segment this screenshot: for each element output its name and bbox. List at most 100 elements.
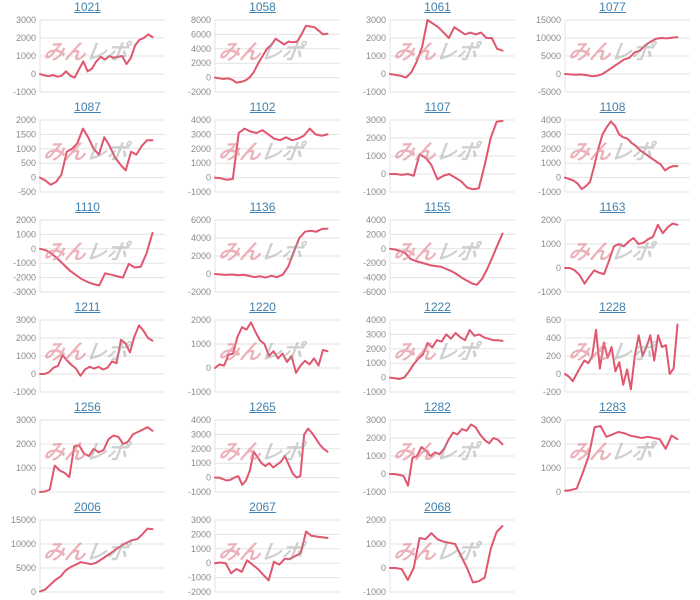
y-axis-tick-label: -1000 — [363, 387, 386, 397]
y-axis-tick-label: 0 — [206, 363, 211, 373]
y-axis-tick-label: 2000 — [366, 33, 386, 43]
chart-title-link-1163[interactable]: 1163 — [599, 200, 626, 214]
data-line — [564, 222, 679, 285]
chart-title-link-1220[interactable]: 1220 — [249, 300, 276, 314]
line-chart-1265: 4000 3000 2000 1000 0 -1000 — [188, 415, 340, 497]
chart-plot-1283: 3000 2000 1000 0 みんレポ — [527, 414, 698, 498]
data-line — [389, 525, 504, 584]
y-axis-tick-label: -1000 — [363, 87, 386, 97]
y-axis-tick-label: 1000 — [191, 544, 211, 554]
chart-title-link-1136[interactable]: 1136 — [249, 200, 276, 214]
chart-title-link-2006[interactable]: 2006 — [74, 500, 101, 514]
y-axis-tick-label: 4000 — [366, 315, 386, 325]
y-axis-tick-label: 2000 — [16, 115, 36, 125]
y-axis-tick-label: 1000 — [16, 51, 36, 61]
chart-cell-1283: 1283 3000 2000 1000 0 みんレポ — [525, 400, 700, 500]
y-axis-tick-label: -2000 — [188, 287, 211, 297]
chart-title-link-1155[interactable]: 1155 — [424, 200, 451, 214]
line-chart-1283: 3000 2000 1000 0 — [541, 415, 690, 497]
y-axis-tick-label: 2000 — [191, 251, 211, 261]
y-axis-tick-label: 2000 — [191, 58, 211, 68]
chart-title-link-2068[interactable]: 2068 — [424, 500, 451, 514]
chart-title-link-1211[interactable]: 1211 — [74, 300, 101, 314]
data-line — [389, 232, 504, 286]
y-axis-tick-label: 1500 — [16, 129, 36, 139]
data-line — [389, 329, 504, 380]
chart-plot-1110: 2000 1000 0 -1000 -2000 -3000 みんレポ — [2, 214, 173, 298]
data-line — [214, 24, 329, 84]
y-axis-tick-label: 1000 — [16, 351, 36, 361]
chart-title-link-1102[interactable]: 1102 — [249, 100, 276, 114]
chart-title-link-1256[interactable]: 1256 — [74, 400, 101, 414]
y-axis-tick-label: 2000 — [16, 439, 36, 449]
y-axis-tick-label: 400 — [546, 333, 561, 343]
y-axis-tick-label: 1000 — [366, 451, 386, 461]
y-axis-tick-label: -5000 — [538, 87, 561, 97]
y-axis-tick-label: -1000 — [538, 287, 561, 297]
y-axis-tick-label: 0 — [556, 487, 561, 497]
y-axis-tick-label: 2000 — [191, 529, 211, 539]
y-axis-tick-label: 4000 — [541, 115, 561, 125]
y-axis-tick-label: 600 — [546, 315, 561, 325]
y-axis-tick-label: 4000 — [191, 115, 211, 125]
chart-title-link-1282[interactable]: 1282 — [424, 400, 451, 414]
data-line — [214, 321, 329, 374]
chart-title-link-1108[interactable]: 1108 — [599, 100, 626, 114]
chart-title-link-1077[interactable]: 1077 — [599, 0, 626, 14]
chart-cell-1021: 1021 3000 2000 1000 0 -1000 みんレポ — [0, 0, 175, 100]
line-chart-2067: 3000 2000 1000 0 -1000 -2000 — [188, 515, 340, 597]
chart-title-link-1087[interactable]: 1087 — [74, 100, 101, 114]
y-axis-tick-label: -1000 — [363, 487, 386, 497]
y-axis-tick-label: 3000 — [541, 129, 561, 139]
data-line — [389, 19, 504, 79]
y-axis-tick-label: 3000 — [191, 429, 211, 439]
data-line — [39, 324, 154, 377]
y-axis-tick-label: 1000 — [16, 144, 36, 154]
y-axis-tick-label: 15000 — [536, 15, 561, 25]
chart-title-link-1265[interactable]: 1265 — [249, 400, 276, 414]
y-axis-tick-label: -1000 — [188, 487, 211, 497]
chart-title-link-1283[interactable]: 1283 — [599, 400, 626, 414]
chart-cell-1136: 1136 6000 4000 2000 0 -2000 みんレポ — [175, 200, 350, 300]
chart-title-link-2067[interactable]: 2067 — [249, 500, 276, 514]
y-axis-tick-label: 0 — [206, 173, 211, 183]
y-axis-tick-label: 0 — [206, 269, 211, 279]
y-axis-tick-label: -1000 — [363, 587, 386, 597]
chart-plot-1211: 3000 2000 1000 0 -1000 みんレポ — [2, 314, 173, 398]
chart-plot-1102: 4000 3000 2000 1000 0 -1000 みんレポ — [177, 114, 348, 198]
chart-plot-1228: 600 400 200 0 -200 みんレポ — [527, 314, 698, 398]
y-axis-tick-label: -200 — [543, 387, 561, 397]
chart-plot-1107: 3000 2000 1000 0 -1000 みんレポ — [352, 114, 523, 198]
y-axis-tick-label: 3000 — [191, 129, 211, 139]
y-axis-tick-label: 0 — [31, 173, 36, 183]
chart-title-link-1110[interactable]: 1110 — [75, 200, 100, 214]
y-axis-tick-label: 2000 — [16, 333, 36, 343]
line-chart-1282: 3000 2000 1000 0 -1000 — [363, 415, 515, 497]
chart-plot-1282: 3000 2000 1000 0 -1000 みんレポ — [352, 414, 523, 498]
chart-cell-1108: 1108 4000 3000 2000 1000 0 -1000 みんレポ — [525, 100, 700, 200]
chart-title-link-1061[interactable]: 1061 — [424, 0, 451, 14]
y-axis-tick-label: 0 — [206, 558, 211, 568]
y-axis-tick-label: -1000 — [188, 387, 211, 397]
chart-cell-1058: 1058 8000 6000 4000 2000 0 -2000 みんレポ — [175, 0, 350, 100]
chart-plot-1163: 2000 1000 0 -1000 みんレポ — [527, 214, 698, 298]
y-axis-tick-label: 1000 — [366, 539, 386, 549]
data-line — [564, 425, 679, 492]
y-axis-tick-label: 0 — [381, 563, 386, 573]
chart-title-link-1058[interactable]: 1058 — [249, 0, 276, 14]
chart-title-link-1021[interactable]: 1021 — [74, 0, 101, 14]
y-axis-tick-label: 1000 — [16, 229, 36, 239]
y-axis-tick-label: -1000 — [13, 87, 36, 97]
chart-cell-1163: 1163 2000 1000 0 -1000 みんレポ — [525, 200, 700, 300]
y-axis-tick-label: -2000 — [13, 273, 36, 283]
chart-cell-2006: 2006 15000 10000 5000 0 みんレポ — [0, 500, 175, 600]
y-axis-tick-label: -1000 — [188, 187, 211, 197]
data-line — [214, 530, 329, 582]
chart-title-link-1107[interactable]: 1107 — [424, 100, 451, 114]
chart-title-link-1228[interactable]: 1228 — [599, 300, 626, 314]
y-axis-tick-label: 6000 — [191, 29, 211, 39]
line-chart-1211: 3000 2000 1000 0 -1000 — [13, 315, 165, 397]
chart-title-link-1222[interactable]: 1222 — [424, 300, 451, 314]
y-axis-tick-label: 0 — [381, 373, 386, 383]
y-axis-tick-label: 2000 — [191, 315, 211, 325]
